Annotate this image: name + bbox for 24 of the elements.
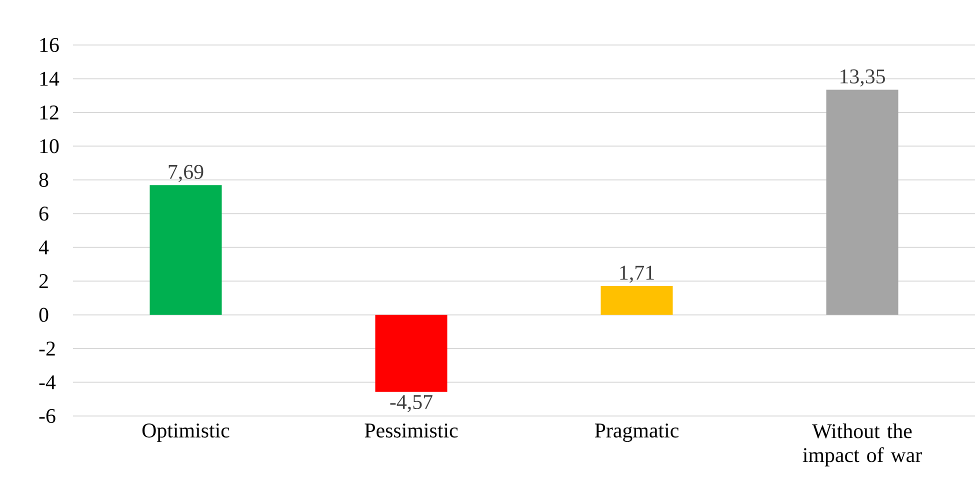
x-tick-label: Pragmatic (594, 424, 679, 442)
y-tick-label: 16 (40, 38, 59, 52)
y-tick-label: -2 (39, 342, 55, 356)
x-tick-label: Without the impact of war (802, 424, 922, 466)
y-tick-label: -4 (39, 375, 56, 390)
y-tick-label: 14 (40, 72, 60, 86)
data-label: 1,71 (620, 266, 654, 283)
y-tick-label: 8 (39, 172, 48, 187)
y-tick-label: 10 (40, 139, 59, 154)
x-tick-label: Optimistic (142, 424, 230, 442)
y-tick-label: -6 (39, 408, 56, 424)
y-tick-label: 12 (40, 106, 58, 120)
bar (375, 314, 448, 392)
bar (150, 185, 222, 315)
x-tick-label: Pessimistic (364, 424, 458, 438)
y-tick-label: 4 (38, 240, 49, 254)
y-tick-label: 6 (39, 206, 48, 221)
data-label: 7,69 (168, 164, 204, 182)
y-tick-label: 0 (39, 308, 48, 322)
bar (600, 286, 673, 315)
data-label: 13,35 (840, 69, 885, 86)
y-tick-label: 2 (39, 274, 48, 288)
bar (826, 90, 898, 315)
data-label: -4,57 (390, 395, 432, 412)
